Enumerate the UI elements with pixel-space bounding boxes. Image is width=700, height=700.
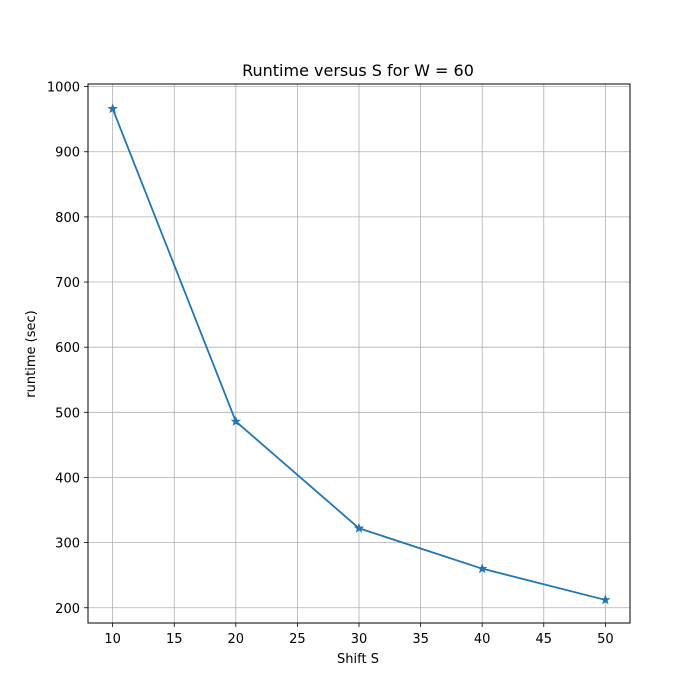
y-axis-ticks: 200 300 400 500 600 700 800 900 1000 — [47, 81, 88, 617]
y-tick-label: 500 — [55, 406, 80, 421]
series-layer — [107, 103, 611, 605]
x-tick-label: 20 — [228, 632, 245, 647]
x-tick-label: 10 — [104, 632, 121, 647]
x-tick-label: 40 — [474, 632, 491, 647]
x-tick-label: 35 — [412, 632, 429, 647]
data-point-star — [107, 103, 118, 114]
y-tick-label: 400 — [55, 471, 80, 486]
chart-title: Runtime versus S for W = 60 — [242, 61, 474, 80]
x-tick-label: 45 — [535, 632, 552, 647]
x-axis-ticks: 10 15 20 25 30 35 40 45 50 — [104, 623, 614, 647]
y-tick-label: 800 — [55, 211, 80, 226]
y-axis-label: runtime (sec) — [24, 310, 39, 397]
x-tick-label: 30 — [351, 632, 368, 647]
x-tick-label: 25 — [289, 632, 306, 647]
grid-lines — [88, 84, 630, 623]
data-point-star — [476, 563, 488, 574]
y-tick-label: 600 — [55, 341, 80, 356]
y-tick-label: 300 — [55, 537, 80, 552]
data-point-star — [230, 415, 242, 426]
y-tick-label: 700 — [55, 276, 80, 291]
y-tick-label: 200 — [55, 602, 80, 617]
x-tick-label: 50 — [597, 632, 614, 647]
data-point-star — [353, 522, 365, 533]
y-tick-label: 1000 — [47, 81, 80, 96]
data-point-star — [600, 594, 611, 605]
y-tick-label: 900 — [55, 146, 80, 161]
x-tick-label: 15 — [166, 632, 183, 647]
x-axis-label: Shift S — [337, 652, 379, 667]
